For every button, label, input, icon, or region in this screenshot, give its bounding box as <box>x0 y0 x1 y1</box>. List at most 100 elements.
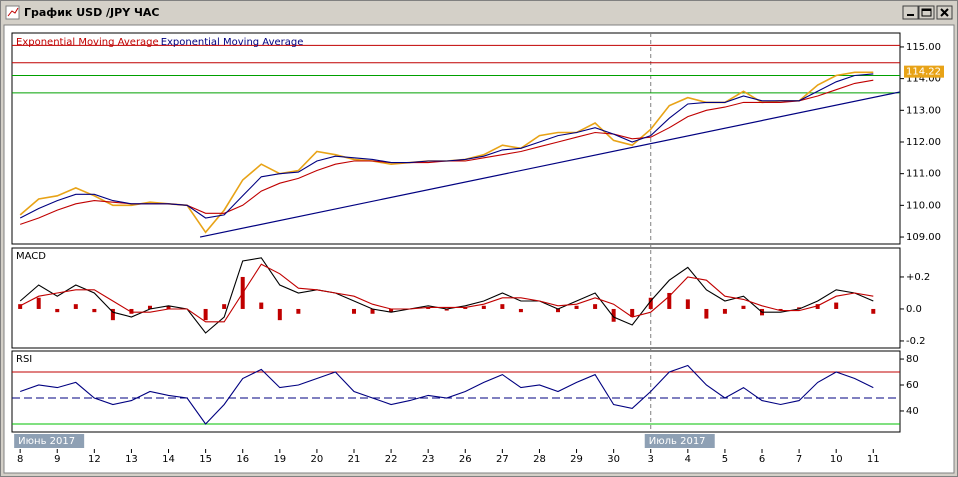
y-tick-label: 0.0 <box>906 304 922 315</box>
minimize-button[interactable] <box>902 5 919 20</box>
y-tick-label: 110.00 <box>906 200 941 211</box>
panel-title: RSI <box>16 354 32 365</box>
histogram-bar <box>481 305 486 309</box>
window-title: График USD /JPY ЧАС <box>24 6 159 19</box>
histogram-bar <box>685 299 690 309</box>
x-tick-label: 5 <box>722 454 728 465</box>
y-tick-label: 60 <box>906 380 919 391</box>
histogram-bar <box>444 308 449 311</box>
x-tick-label: 6 <box>759 454 765 465</box>
x-tick-label: 4 <box>685 454 691 465</box>
histogram-bar <box>574 305 579 309</box>
last-value-box <box>904 65 944 78</box>
x-tick-label: 26 <box>459 454 472 465</box>
close-button[interactable] <box>936 5 953 20</box>
month-label-box <box>644 434 715 448</box>
y-tick-label: 109.00 <box>906 232 941 243</box>
x-tick-label: 29 <box>570 454 583 465</box>
histogram-bar <box>797 307 802 309</box>
legend-entry: Exponential Moving Average <box>161 37 304 48</box>
x-tick-label: 28 <box>533 454 546 465</box>
histogram-bar <box>18 304 23 309</box>
histogram-bar <box>370 308 375 314</box>
y-tick-label: 114.00 <box>906 74 941 85</box>
y-tick-label: +0.2 <box>906 272 930 283</box>
histogram-bar <box>834 302 839 309</box>
month-label: Июль 2017 <box>649 436 706 447</box>
histogram-bar <box>55 308 60 313</box>
histogram-bar <box>630 308 635 317</box>
trend-line <box>199 91 901 238</box>
y-tick-label: 80 <box>906 354 919 365</box>
panel-frame <box>11 247 901 349</box>
histogram-bar <box>351 308 356 314</box>
x-tick-label: 15 <box>199 454 212 465</box>
histogram-bar <box>815 304 820 309</box>
histogram-bar <box>147 305 152 309</box>
series-line <box>19 263 874 323</box>
histogram-bar <box>73 304 78 309</box>
x-tick-label: 19 <box>273 454 286 465</box>
x-tick-label: 12 <box>88 454 101 465</box>
month-label-box <box>14 434 85 448</box>
histogram-bar <box>129 308 134 314</box>
last-value-label: 114.22 <box>906 67 941 78</box>
panel-title: MACD <box>16 251 46 262</box>
maximize-button[interactable] <box>918 5 935 20</box>
histogram-bar <box>277 308 282 321</box>
x-tick-label: 7 <box>796 454 802 465</box>
x-tick-label: 16 <box>236 454 249 465</box>
window-icon <box>5 5 20 20</box>
histogram-bar <box>518 308 523 313</box>
histogram-bar <box>463 307 468 309</box>
histogram-bar <box>667 292 672 309</box>
x-tick-label: 27 <box>496 454 509 465</box>
histogram-bar <box>36 297 41 309</box>
histogram-bar <box>871 308 876 314</box>
histogram-bar <box>648 297 653 309</box>
x-tick-label: 30 <box>607 454 620 465</box>
x-tick-label: 3 <box>648 454 654 465</box>
histogram-bar <box>500 304 505 309</box>
histogram-bar <box>426 307 431 309</box>
histogram-bar <box>778 308 783 311</box>
title-bar <box>2 3 955 22</box>
panel: 40 60 80 RSI <box>12 354 919 425</box>
y-tick-label: 40 <box>906 406 919 417</box>
histogram-bar <box>722 308 727 314</box>
series-line <box>20 364 874 425</box>
x-tick-label: 21 <box>348 454 361 465</box>
histogram-bar <box>611 308 616 322</box>
histogram-bar <box>296 308 301 314</box>
panel: +0.2 0.0 -0.2 MACD <box>16 251 930 347</box>
histogram-bar <box>166 305 171 309</box>
x-tick-label: 10 <box>830 454 843 465</box>
histogram-bar <box>593 304 598 309</box>
histogram-bar <box>389 308 394 313</box>
histogram-bar <box>704 308 709 319</box>
histogram-bar <box>741 305 746 309</box>
y-tick-label: 113.00 <box>906 105 941 116</box>
histogram-bar <box>259 302 264 309</box>
x-tick-label: 23 <box>422 454 435 465</box>
window-icon-glyph <box>7 7 19 17</box>
x-tick-label: 8 <box>17 454 23 465</box>
y-tick-label: 112.00 <box>906 137 941 148</box>
histogram-bar <box>110 308 115 321</box>
x-tick-label: 13 <box>125 454 138 465</box>
series-line <box>19 257 874 334</box>
y-tick-label: -0.2 <box>906 336 926 347</box>
x-tick-label: 9 <box>54 454 60 465</box>
y-tick-label: 111.00 <box>906 169 941 180</box>
x-tick-label: 14 <box>162 454 175 465</box>
x-tick-label: 20 <box>311 454 324 465</box>
histogram-bar <box>203 308 208 321</box>
x-tick-label: 11 <box>867 454 880 465</box>
x-tick-label: 22 <box>385 454 398 465</box>
legend-entry: Exponential Moving Average <box>16 37 159 48</box>
panel-frame <box>11 32 901 245</box>
histogram-bar <box>222 304 227 309</box>
panel-frame <box>11 350 901 433</box>
y-tick-label: 115.00 <box>906 42 941 53</box>
